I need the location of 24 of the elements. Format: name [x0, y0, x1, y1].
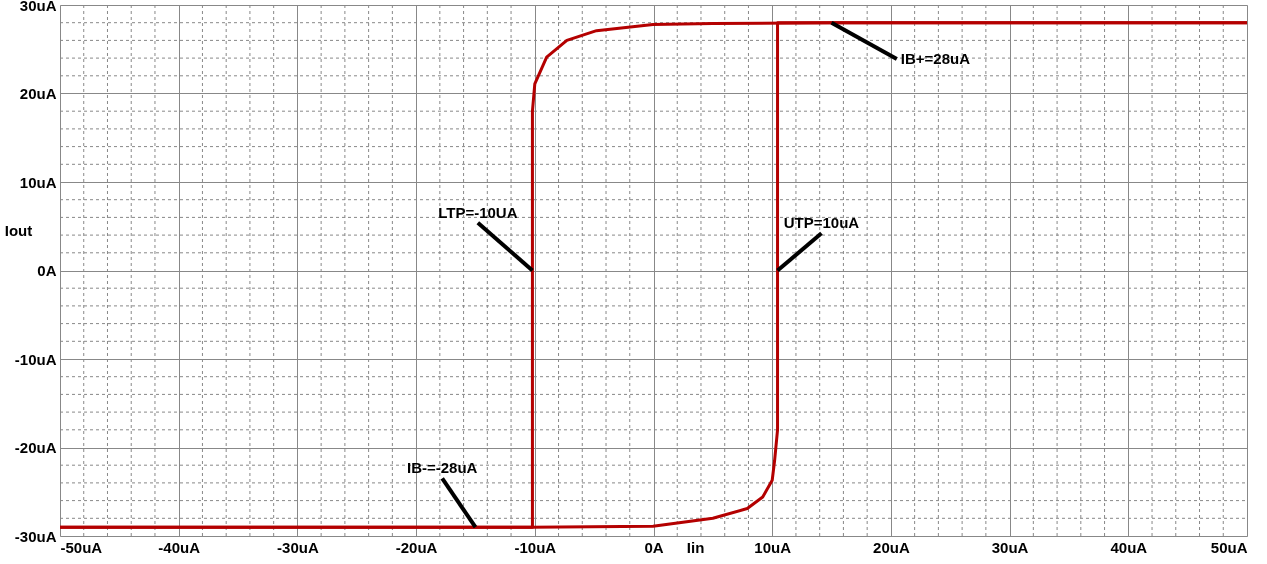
- annotation: UTP=10uA: [783, 214, 860, 232]
- y-tick-label: -20uA: [14, 439, 57, 456]
- annotation: IB+=28uA: [900, 49, 971, 67]
- x-tick-label: 0A: [644, 538, 664, 556]
- y-tick-label: -30uA: [14, 527, 57, 545]
- x-tick-label: -30uA: [277, 538, 319, 556]
- y-tick-label: 0A: [37, 262, 57, 279]
- x-tick-label: -40uA: [158, 538, 201, 556]
- x-tick-label: 10uA: [754, 538, 792, 556]
- y-axis-title: Iout: [4, 222, 33, 240]
- x-tick-label: 20uA: [873, 538, 910, 556]
- y-tick-label: 30uA: [19, 0, 57, 14]
- y-tick-label: -10uA: [14, 350, 57, 368]
- annotation: IB-=-28uA: [407, 459, 478, 477]
- x-tick-label: 40uA: [1110, 538, 1148, 556]
- y-tick-label: 20uA: [19, 85, 57, 102]
- x-tick-label: -20uA: [395, 538, 438, 556]
- x-tick-label: -50uA: [60, 538, 103, 556]
- x-tick-label: 30uA: [991, 538, 1029, 556]
- x-tick-label: 50uA: [1210, 538, 1248, 556]
- x-axis-title: Iin: [686, 538, 705, 556]
- x-tick-label: -10uA: [514, 538, 557, 556]
- annotation: LTP=-10UA: [438, 203, 518, 221]
- y-tick-label: 10uA: [19, 173, 57, 191]
